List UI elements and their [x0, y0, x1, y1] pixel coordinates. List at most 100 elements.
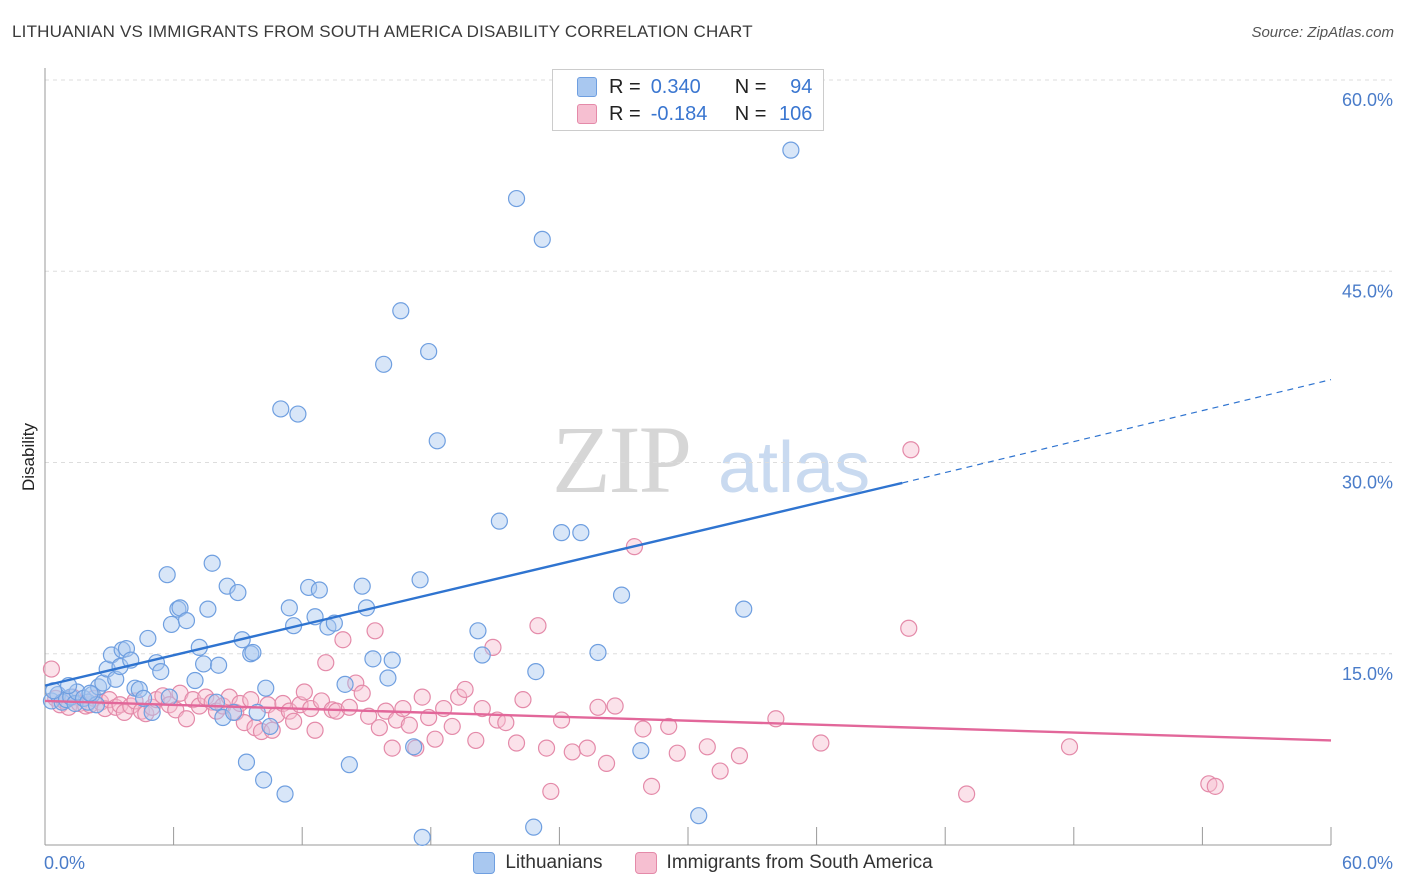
- lithuanians-point: [214, 708, 232, 727]
- lithuanians-point: [162, 615, 181, 634]
- lithuanians-point: [589, 643, 607, 662]
- lithuanians-point: [428, 432, 446, 450]
- lithuanians-point: [525, 818, 543, 836]
- lithuanians-point: [379, 669, 397, 687]
- immigrants-point: [514, 691, 532, 709]
- chart-title: LITHUANIAN VS IMMIGRANTS FROM SOUTH AMER…: [12, 22, 753, 41]
- lithuanians-point: [272, 400, 290, 418]
- lithuanians-trend-extension: [902, 379, 1332, 484]
- lithuanians-point: [782, 141, 800, 159]
- lithuanians-point: [533, 230, 551, 248]
- lithuanians-point: [152, 662, 170, 681]
- lithuanians-point: [572, 524, 590, 542]
- lithuanians-point: [310, 581, 328, 599]
- immigrants-point: [443, 717, 461, 736]
- legend-swatch-immigrants: [634, 852, 657, 874]
- x-tick-label: 0.0%: [44, 853, 85, 873]
- immigrants-point: [597, 754, 616, 773]
- immigrants-point: [552, 711, 571, 729]
- lithuanians-point: [237, 753, 256, 771]
- lithuanians-point: [383, 651, 401, 669]
- legend-swatch-lithuanians: [473, 852, 496, 874]
- grid-lines: [45, 79, 1392, 655]
- immigrants-point: [711, 762, 729, 780]
- lithuanians-point: [490, 512, 508, 530]
- immigrants-point: [295, 683, 313, 701]
- immigrants-point: [497, 713, 515, 732]
- immigrants-point: [413, 688, 431, 706]
- y-tick-label: 45.0%: [1342, 281, 1393, 301]
- lithuanians-point: [612, 586, 631, 604]
- legend-item-lithuanians: Lithuanians: [473, 852, 603, 874]
- legend-n-value: 94: [790, 75, 813, 98]
- lithuanians-point: [420, 342, 438, 361]
- lithuanians-point: [276, 785, 294, 803]
- axes: [44, 68, 1332, 846]
- immigrants-point: [812, 734, 830, 752]
- immigrants-point: [456, 680, 474, 699]
- immigrants-point: [606, 697, 624, 715]
- immigrants-point: [902, 441, 920, 459]
- immigrants-point: [383, 739, 401, 757]
- immigrants-point: [537, 739, 556, 757]
- series-immigrants-points: [42, 441, 1224, 803]
- watermark-zip: ZIP: [552, 406, 690, 513]
- trend-lines: [44, 379, 1332, 742]
- lithuanians-point: [134, 689, 153, 707]
- lithuanians-point: [158, 566, 176, 584]
- legend-n-label: N =: [734, 75, 767, 98]
- lithuanians-point: [218, 577, 236, 595]
- lithuanians-point: [300, 578, 318, 597]
- immigrants-point: [285, 712, 303, 730]
- lithuanians-point: [632, 742, 650, 760]
- lithuanians-point: [102, 646, 121, 664]
- lithuanians-point: [139, 629, 157, 648]
- legend-r-label: R =: [609, 75, 641, 98]
- immigrants-point: [353, 684, 371, 702]
- immigrants-point: [542, 782, 560, 801]
- lithuanians-point: [552, 524, 571, 542]
- immigrants-point: [426, 730, 444, 748]
- series-legend: Lithuanians Immigrants from South Americ…: [0, 852, 1406, 874]
- legend-r-value: 0.340: [650, 75, 701, 98]
- legend-label-immigrants: Immigrants from South America: [666, 852, 933, 873]
- immigrants-point: [730, 747, 749, 765]
- lithuanians-point: [392, 302, 410, 320]
- immigrants-point: [563, 743, 581, 761]
- lithuanians-point: [244, 643, 262, 662]
- legend-label-lithuanians: Lithuanians: [505, 852, 603, 873]
- immigrants-point: [340, 698, 358, 716]
- watermark: ZIP atlas: [552, 406, 870, 513]
- immigrants-point: [366, 622, 384, 640]
- lithuanians-point: [143, 703, 161, 722]
- tick-labels: 15.0% 30.0% 45.0% 60.0% 0.0% 60.0%: [44, 90, 1393, 873]
- lithuanians-point: [107, 670, 125, 688]
- immigrants-point: [334, 631, 352, 649]
- lithuanians-point: [690, 807, 708, 825]
- lithuanians-point: [229, 583, 247, 602]
- immigrants-point: [317, 654, 335, 672]
- immigrants-point: [900, 619, 918, 637]
- immigrants-point: [529, 617, 547, 635]
- stats-legend: R = 0.340 N = 94 R = -0.184 N = 106: [552, 69, 824, 131]
- immigrants-point: [394, 699, 412, 718]
- lithuanians-point: [160, 688, 178, 706]
- series-lithuanians-points: [42, 141, 800, 846]
- legend-r-value: -0.184: [650, 102, 708, 125]
- lithuanians-point: [203, 554, 221, 572]
- immigrants-point: [660, 717, 678, 736]
- immigrants-point: [698, 738, 716, 756]
- lithuanians-point: [255, 771, 273, 789]
- lithuanians-point: [411, 571, 429, 589]
- lithuanians-point: [130, 680, 148, 699]
- immigrants-point: [634, 720, 652, 738]
- source-credit: Source: ZipAtlas.com: [1251, 24, 1394, 41]
- lithuanians-point: [405, 738, 423, 756]
- lithuanians-point: [177, 611, 196, 630]
- lithuanians-point: [199, 600, 217, 618]
- immigrants-point: [235, 713, 253, 732]
- lithuanians-point: [469, 622, 487, 640]
- legend-swatch-blue: [577, 77, 597, 97]
- lithuanians-point: [364, 650, 382, 668]
